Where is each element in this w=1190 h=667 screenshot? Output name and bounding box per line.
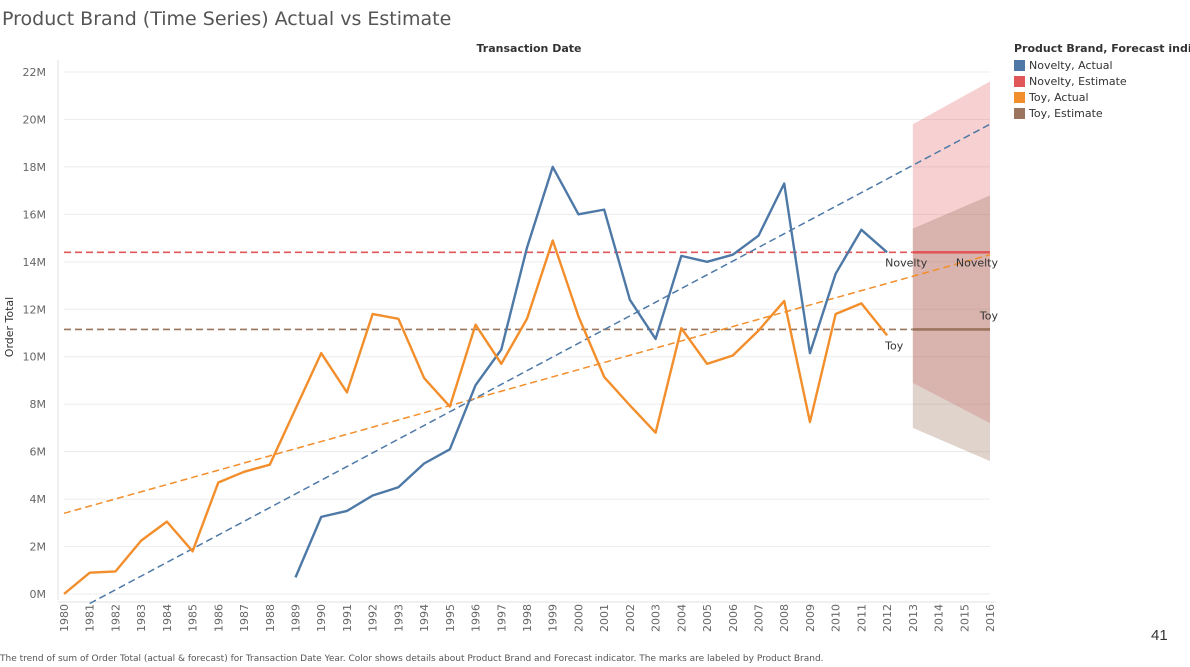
x-tick-label: 1985: [187, 604, 200, 632]
x-tick-label: 2005: [701, 604, 714, 632]
x-tick-label: 2015: [958, 604, 971, 632]
y-tick-label: 18M: [23, 161, 47, 174]
chart-caption: The trend of sum of Order Total (actual …: [0, 654, 824, 664]
x-tick-label: 1998: [521, 604, 534, 632]
x-tick-label: 2004: [675, 604, 688, 632]
page-number: 41: [1151, 627, 1168, 644]
x-tick-label: 1990: [315, 604, 328, 632]
x-tick-label: 2006: [727, 604, 740, 632]
trend-lines: [63, 123, 991, 605]
x-tick-label: 2012: [881, 604, 894, 632]
x-tick-label: 1992: [367, 604, 380, 632]
x-tick-label: 1980: [58, 604, 71, 632]
legend-label: Toy, Estimate: [1029, 106, 1103, 120]
x-tick-label: 1994: [418, 604, 431, 632]
x-tick-label: 1983: [135, 604, 148, 632]
y-tick-label: 8M: [30, 398, 47, 411]
legend-label: Novelty, Estimate: [1029, 74, 1127, 88]
series-end-label: Novelty: [885, 256, 928, 269]
end-labels: Novelty Toy Novelty Toy: [884, 256, 998, 352]
y-tick-label: 20M: [23, 113, 47, 126]
x-tick-label: 1989: [290, 604, 303, 632]
y-axis: 0M 2M 4M 6M 8M 10M 12M 14M 16M 18M 20M 22M: [23, 66, 47, 601]
trend-line: [89, 123, 991, 605]
x-tick-label: 1993: [392, 604, 405, 632]
series-end-label: Toy: [979, 309, 999, 322]
y-tick-label: 14M: [23, 256, 47, 269]
x-tick-label: 1987: [238, 604, 251, 632]
legend-label: Novelty, Actual: [1029, 58, 1113, 72]
y-tick-label: 12M: [23, 303, 47, 316]
legend: Product Brand, Forecast indicator Novelt…: [1014, 42, 1190, 121]
legend-swatch: [1014, 59, 1025, 71]
legend-items: Novelty, Actual Novelty, Estimate Toy, Act…: [1014, 57, 1190, 121]
legend-swatch: [1014, 91, 1025, 103]
chart: Novelty Toy Novelty Toy 0M 2M 4M 6M 8M 10M 12M 14M…: [3, 42, 998, 632]
x-tick-label: 1984: [161, 604, 174, 632]
x-tick-label: 1982: [109, 604, 122, 632]
legend-swatch: [1014, 107, 1025, 119]
legend-item[interactable]: Toy, Actual: [1014, 89, 1190, 105]
legend-item[interactable]: Novelty, Estimate: [1014, 73, 1190, 89]
x-tick-label: 1996: [470, 604, 483, 632]
x-axis: 1980 1981 1982 1983 1984 1985 1986 1987 1988 1989…: [58, 604, 997, 632]
x-tick-label: 2011: [855, 604, 868, 632]
x-tick-label: 1999: [547, 604, 560, 632]
trend-line: [63, 253, 991, 515]
series-line: [294, 165, 888, 578]
legend-swatch: [1014, 75, 1025, 87]
x-tick-label: 1995: [444, 604, 457, 632]
legend-label: Toy, Actual: [1029, 90, 1089, 104]
x-tick-label: 2002: [624, 604, 637, 632]
y-tick-label: 4M: [30, 493, 47, 506]
x-tick-label: 1981: [84, 604, 97, 632]
y-tick-label: 0M: [30, 588, 47, 601]
x-tick-label: 1988: [264, 604, 277, 632]
forecast-bands: [912, 81, 990, 462]
x-tick-label: 2016: [984, 604, 997, 632]
x-tick-label: 2003: [650, 604, 663, 632]
x-tick-label: 2009: [804, 604, 817, 632]
x-tick-label: 1991: [341, 604, 354, 632]
series-line: [63, 239, 889, 595]
x-tick-label: 1986: [212, 604, 225, 632]
legend-title: Product Brand, Forecast indicator: [1014, 42, 1190, 55]
x-tick-label: 2001: [598, 604, 611, 632]
legend-item[interactable]: Novelty, Actual: [1014, 57, 1190, 73]
x-tick-label: 2000: [572, 604, 585, 632]
y-tick-label: 16M: [23, 208, 47, 221]
legend-item[interactable]: Toy, Estimate: [1014, 105, 1190, 121]
x-tick-label: 1997: [495, 604, 508, 632]
y-axis-title: Order Total: [3, 297, 16, 357]
x-tick-label: 2008: [778, 604, 791, 632]
y-tick-label: 22M: [23, 66, 47, 79]
grid-lines: [57, 60, 996, 603]
x-tick-label: 2013: [907, 604, 920, 632]
y-tick-label: 2M: [30, 541, 47, 554]
series-end-label: Novelty: [956, 256, 999, 269]
series-lines: [63, 165, 990, 595]
x-tick-label: 2010: [830, 604, 843, 632]
x-tick-label: 2014: [933, 604, 946, 632]
page-title: Product Brand (Time Series) Actual vs Es…: [2, 8, 452, 30]
x-axis-title: Transaction Date: [477, 42, 582, 55]
series-end-label: Toy: [884, 339, 904, 352]
reference-lines: [64, 251, 913, 331]
x-tick-label: 2007: [753, 604, 766, 632]
y-tick-label: 10M: [23, 351, 47, 364]
y-tick-label: 6M: [30, 446, 47, 459]
